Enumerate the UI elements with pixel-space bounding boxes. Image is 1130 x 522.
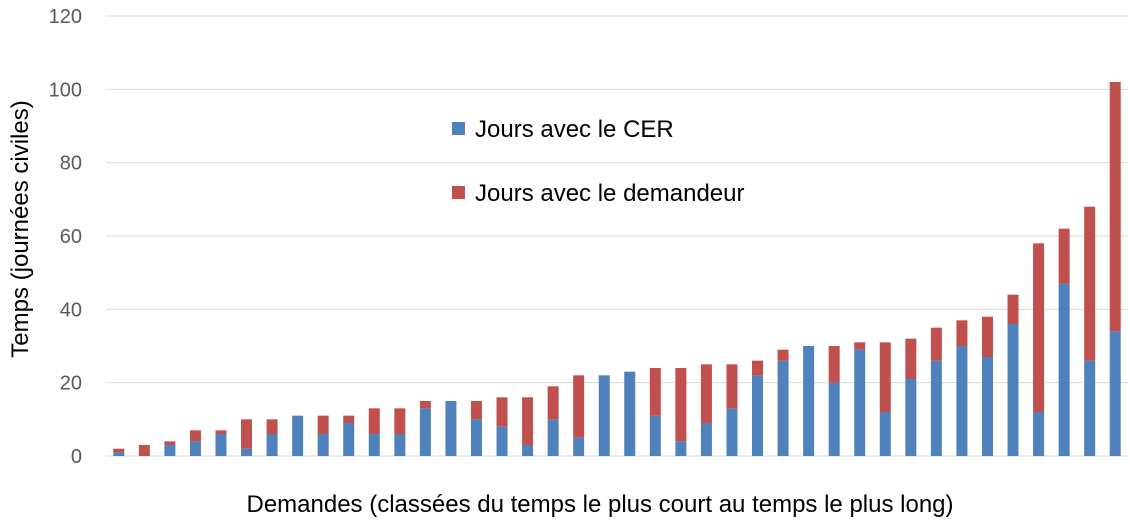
bar-segment-cer: [930, 360, 942, 456]
bar-segment-demandeur: [1033, 243, 1045, 412]
bar-segment-cer: [803, 346, 815, 456]
bars: [113, 82, 1121, 456]
gridlines: [106, 15, 1128, 457]
bar-segment-demandeur: [981, 316, 993, 357]
bar-segment-cer: [547, 419, 559, 456]
bar-segment-demandeur: [930, 327, 942, 361]
bar-segment-cer: [649, 415, 661, 456]
bar-segment-demandeur: [573, 375, 585, 438]
bar-segment-demandeur: [470, 401, 482, 420]
legend: Jours avec le CER Jours avec le demandeu…: [452, 116, 744, 207]
bar-segment-demandeur: [189, 430, 201, 442]
bar-segment-demandeur: [496, 397, 508, 427]
bar-segment-cer: [1084, 360, 1096, 456]
bar-segment-cer: [726, 408, 738, 456]
bar-segment-demandeur: [522, 397, 534, 445]
bar-segment-demandeur: [1109, 82, 1121, 332]
bar-segment-demandeur: [138, 445, 150, 456]
bar-segment-cer: [700, 423, 712, 456]
bar-segment-demandeur: [700, 364, 712, 423]
bar-segment-cer: [598, 375, 610, 456]
y-tick-label: 80: [60, 153, 82, 175]
y-tick-label: 0: [71, 446, 82, 468]
bar-segment-cer: [879, 412, 891, 456]
bar-segment-cer: [445, 401, 457, 456]
legend-label-demandeur: Jours avec le demandeur: [475, 180, 744, 207]
y-tick-label: 20: [60, 373, 82, 395]
bar-segment-demandeur: [879, 342, 891, 412]
bar-segment-cer: [956, 346, 968, 456]
bar-segment-cer: [828, 382, 840, 456]
bar-segment-cer: [1007, 324, 1019, 456]
bar-segment-demandeur: [164, 441, 176, 445]
bar-segment-demandeur: [1058, 228, 1070, 284]
bar-segment-demandeur: [956, 320, 968, 346]
legend-label-cer: Jours avec le CER: [475, 116, 674, 143]
bar-segment-cer: [343, 423, 355, 456]
bar-segment-demandeur: [752, 360, 764, 376]
bar-segment-cer: [189, 441, 201, 456]
bar-segment-cer: [573, 437, 585, 456]
bar-segment-cer: [113, 452, 125, 456]
y-tick-labels: 0 20 40 60 80 100 120: [49, 6, 82, 468]
y-tick-label: 120: [49, 6, 82, 28]
legend-swatch-demandeur: [452, 186, 465, 199]
bar-segment-cer: [777, 360, 789, 456]
bar-segment-demandeur: [1007, 294, 1019, 324]
bar-segment-demandeur: [649, 368, 661, 416]
bar-segment-demandeur: [905, 338, 917, 379]
bar-segment-demandeur: [675, 368, 687, 442]
bar-segment-demandeur: [317, 415, 329, 434]
bar-segment-cer: [1058, 283, 1070, 456]
bar-segment-cer: [419, 408, 431, 456]
y-tick-label: 40: [60, 299, 82, 321]
bar-segment-demandeur: [1084, 206, 1096, 361]
bar-segment-demandeur: [241, 419, 253, 449]
bar-segment-cer: [905, 379, 917, 456]
legend-swatch-cer: [452, 122, 465, 135]
bar-segment-cer: [854, 349, 866, 456]
bar-segment-cer: [164, 445, 176, 456]
bar-segment-demandeur: [368, 408, 380, 434]
bar-segment-demandeur: [419, 401, 431, 409]
bar-segment-cer: [241, 448, 253, 456]
bar-segment-demandeur: [726, 364, 738, 409]
bar-segment-demandeur: [828, 346, 840, 383]
bar-segment-cer: [317, 434, 329, 456]
bar-segment-cer: [1109, 331, 1121, 456]
bar-segment-cer: [215, 434, 227, 456]
y-tick-label: 60: [60, 226, 82, 248]
x-axis-title: Demandes (classées du temps le plus cour…: [246, 491, 953, 518]
bar-segment-demandeur: [266, 419, 278, 434]
bar-segment-cer: [394, 434, 406, 456]
bar-segment-cer: [266, 434, 278, 456]
y-tick-label: 100: [49, 79, 82, 101]
bar-segment-demandeur: [113, 448, 125, 453]
bar-segment-cer: [470, 419, 482, 456]
bar-segment-cer: [752, 375, 764, 456]
y-axis-title: Temps (journées civiles): [7, 100, 34, 357]
bar-segment-demandeur: [394, 408, 406, 434]
bar-segment-demandeur: [854, 342, 866, 350]
bar-segment-cer: [624, 371, 636, 456]
bar-segment-cer: [1033, 412, 1045, 456]
bar-segment-demandeur: [777, 349, 789, 361]
bar-segment-cer: [496, 426, 508, 456]
bar-segment-cer: [522, 445, 534, 456]
bar-segment-demandeur: [215, 430, 227, 434]
bar-segment-cer: [368, 434, 380, 456]
bar-segment-cer: [675, 441, 687, 456]
bar-segment-demandeur: [343, 415, 355, 423]
bar-segment-demandeur: [547, 386, 559, 420]
bar-segment-cer: [981, 357, 993, 456]
bar-segment-cer: [292, 415, 304, 456]
